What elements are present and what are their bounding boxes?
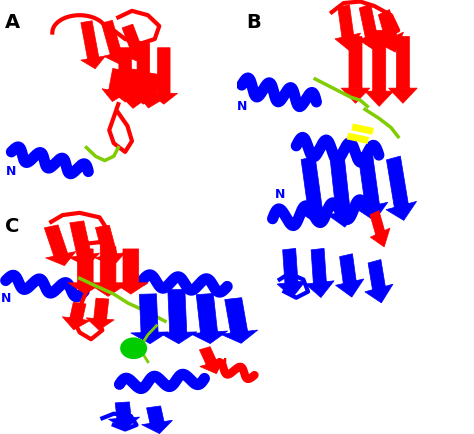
Polygon shape <box>122 24 149 63</box>
Polygon shape <box>386 156 417 220</box>
Polygon shape <box>86 298 114 330</box>
Polygon shape <box>150 48 178 104</box>
Text: N: N <box>217 357 227 370</box>
Polygon shape <box>101 20 128 64</box>
Text: N: N <box>237 100 247 113</box>
Polygon shape <box>45 225 76 266</box>
Polygon shape <box>365 260 393 303</box>
Text: A: A <box>5 13 20 32</box>
Polygon shape <box>121 69 146 108</box>
Polygon shape <box>91 247 125 296</box>
Polygon shape <box>190 293 228 344</box>
Polygon shape <box>220 298 258 343</box>
Polygon shape <box>111 48 139 102</box>
Polygon shape <box>300 156 330 224</box>
Text: N: N <box>274 188 285 201</box>
Polygon shape <box>102 69 127 102</box>
Polygon shape <box>62 302 90 330</box>
Circle shape <box>121 338 146 358</box>
Polygon shape <box>142 406 173 434</box>
Polygon shape <box>358 4 384 50</box>
Text: C: C <box>5 217 19 236</box>
Polygon shape <box>378 10 403 52</box>
Polygon shape <box>200 347 223 374</box>
Text: B: B <box>246 13 261 32</box>
Polygon shape <box>138 73 163 108</box>
Text: N: N <box>6 165 17 178</box>
Polygon shape <box>81 21 106 69</box>
Polygon shape <box>370 210 390 247</box>
Polygon shape <box>365 30 393 106</box>
Polygon shape <box>328 151 359 227</box>
Polygon shape <box>389 36 417 103</box>
Polygon shape <box>131 294 168 344</box>
Polygon shape <box>95 225 125 266</box>
Polygon shape <box>68 249 102 294</box>
Polygon shape <box>159 289 197 344</box>
Polygon shape <box>69 221 100 266</box>
Polygon shape <box>357 150 388 221</box>
Polygon shape <box>109 402 140 429</box>
Polygon shape <box>129 43 157 104</box>
Polygon shape <box>336 254 364 297</box>
Polygon shape <box>335 5 361 51</box>
Text: N: N <box>0 292 11 305</box>
Polygon shape <box>306 248 334 298</box>
Polygon shape <box>114 249 148 294</box>
Polygon shape <box>341 36 370 103</box>
Polygon shape <box>277 248 306 298</box>
